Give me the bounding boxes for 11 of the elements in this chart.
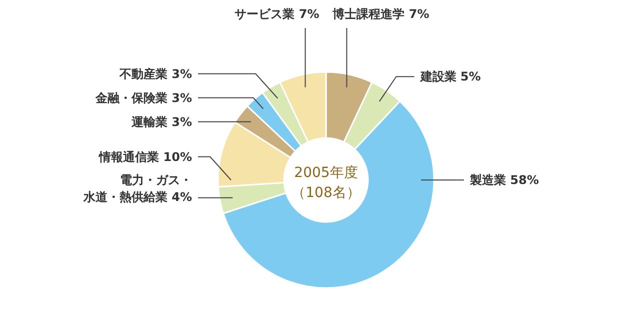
- slice-label: 電力・ガス・水道・熱供給業 4%: [82, 172, 192, 204]
- slice-label: 運輸業 3%: [130, 114, 192, 129]
- text: （108名）: [292, 185, 360, 201]
- slice-label: 博士課程進学 7%: [332, 7, 430, 21]
- slice-label: サービス業 7%: [234, 7, 320, 21]
- slice-label: 金融・保険業 3%: [94, 90, 192, 105]
- slice-label: 不動産業 3%: [118, 66, 192, 81]
- slice-label: 建設業 5%: [419, 70, 481, 84]
- slice-label: 製造業 58%: [469, 173, 539, 187]
- text: 2005年度: [294, 165, 358, 181]
- slice-label: 情報通信業 10%: [98, 150, 192, 164]
